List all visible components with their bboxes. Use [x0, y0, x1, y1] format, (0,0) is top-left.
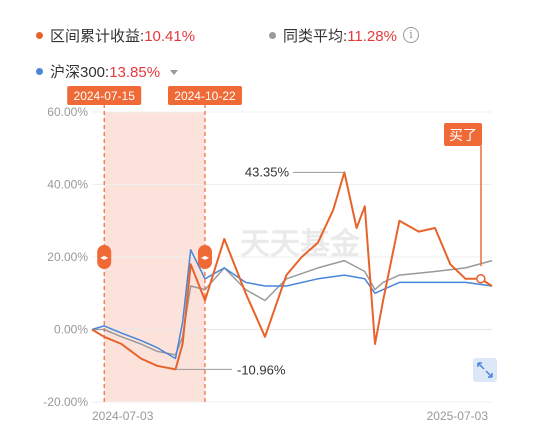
range-end-label: 2024-10-22: [174, 89, 236, 103]
legend-category: 同类平均:11.28% i: [269, 25, 419, 46]
range-start-handle[interactable]: [97, 245, 112, 269]
drag-arrows-icon: ◂▸: [100, 253, 108, 262]
range-end-tag[interactable]: [167, 86, 242, 105]
watermark: 天天基金: [240, 227, 361, 262]
fund-line: [91, 171, 493, 371]
caret-down-icon[interactable]: [170, 69, 179, 75]
y-axis: 60.00% 40.00% 20.00% 0.00% -20.00%: [43, 105, 88, 409]
legend-index[interactable]: 沪深300:13.85%: [36, 61, 179, 82]
fund-legend-name: 区间累计收益: [50, 28, 141, 45]
x-tick-label: 2024-07-03: [92, 409, 154, 423]
fund-legend-dot: [36, 31, 43, 39]
category-legend-value: 11.28%: [347, 28, 397, 45]
buy-label: 买了: [449, 127, 477, 143]
range-end-handle[interactable]: [197, 245, 212, 269]
grid: [92, 111, 492, 403]
range-markers[interactable]: 2024-07-15 ◂▸ 2024-10-22 ◂▸ 买了: [67, 86, 497, 402]
range-start-tag[interactable]: [67, 86, 142, 105]
index-legend-name: 沪深300: [50, 64, 106, 81]
category-legend-name: 同类平均: [283, 28, 344, 45]
index-legend-value: 13.85%: [109, 64, 161, 81]
min-value-label: -10.96%: [237, 362, 286, 377]
expand-icon[interactable]: [473, 358, 497, 382]
fund-legend-value: 10.41%: [144, 28, 196, 45]
x-tick-label: 2025-07-03: [427, 409, 489, 423]
category-line: [92, 259, 493, 356]
y-tick-label: 60.00%: [47, 105, 88, 119]
index-line: [91, 249, 493, 360]
range-start-label: 2024-07-15: [74, 89, 136, 103]
y-tick-label: 0.00%: [54, 323, 88, 337]
annotations: 43.35% -10.96%: [175, 164, 345, 377]
drag-arrows-icon: ◂▸: [201, 253, 209, 262]
buy-tag[interactable]: [444, 123, 482, 146]
info-icon[interactable]: i: [402, 27, 419, 44]
category-legend-dot: [269, 31, 276, 39]
y-tick-label: 20.00%: [47, 250, 88, 264]
y-tick-label: 40.00%: [47, 178, 88, 192]
max-value-label: 43.35%: [245, 164, 290, 179]
fund-end-marker: [476, 274, 486, 284]
legend-fund: 区间累计收益:10.41%: [36, 25, 195, 46]
y-tick-label: -20.00%: [43, 395, 88, 409]
expand-arrows: [477, 362, 493, 378]
index-legend-dot: [36, 67, 43, 75]
x-axis: 2024-07-03 2025-07-03: [92, 409, 488, 423]
series-lines: [91, 171, 493, 371]
